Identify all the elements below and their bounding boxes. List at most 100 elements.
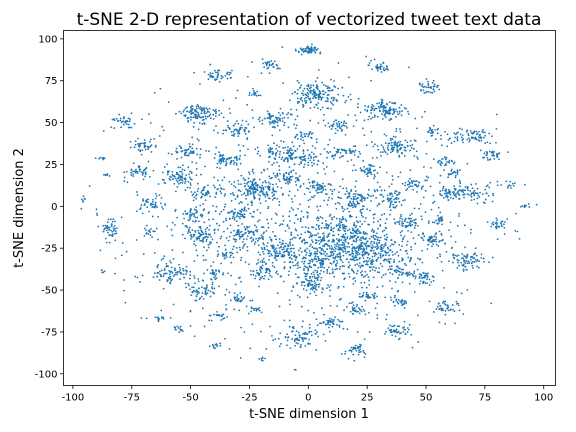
data-point: [246, 137, 249, 139]
data-point: [246, 183, 248, 185]
data-point: [344, 133, 347, 136]
data-point: [344, 193, 347, 195]
data-point: [355, 252, 358, 255]
data-point: [496, 225, 499, 228]
data-point: [308, 99, 311, 101]
data-point: [349, 200, 351, 203]
data-point: [360, 168, 363, 171]
data-point: [440, 220, 443, 223]
data-point: [185, 149, 187, 151]
data-point: [267, 252, 270, 255]
data-point: [333, 188, 336, 191]
data-point: [197, 292, 200, 294]
data-point: [300, 53, 303, 56]
data-point: [349, 98, 352, 101]
data-point: [387, 149, 390, 151]
data-point: [120, 126, 122, 129]
data-point: [410, 231, 413, 234]
data-point: [313, 194, 316, 197]
data-point: [408, 224, 411, 227]
data-point: [309, 101, 312, 104]
data-point: [226, 120, 229, 122]
data-point: [349, 231, 352, 234]
data-point: [364, 231, 367, 234]
data-point: [244, 227, 247, 230]
data-point: [309, 260, 312, 262]
data-point: [285, 249, 288, 251]
data-point: [383, 229, 386, 232]
data-point: [346, 306, 348, 308]
data-point: [431, 82, 434, 84]
data-point: [486, 156, 489, 159]
data-point: [457, 254, 460, 257]
data-point: [298, 237, 301, 240]
data-point: [306, 241, 309, 244]
data-point: [272, 339, 275, 342]
data-point: [343, 148, 346, 151]
data-point: [408, 183, 410, 186]
data-point: [210, 241, 212, 244]
data-point: [386, 146, 389, 149]
data-point: [391, 243, 393, 246]
data-point: [414, 218, 417, 221]
data-point: [321, 217, 324, 220]
data-point: [379, 236, 382, 239]
data-point: [163, 179, 165, 181]
data-point: [341, 244, 344, 246]
data-point: [393, 201, 396, 204]
data-point: [370, 262, 373, 265]
data-point: [275, 259, 278, 262]
data-point: [144, 175, 146, 178]
data-point: [341, 128, 344, 131]
data-point: [234, 283, 237, 286]
data-point: [313, 95, 316, 98]
data-point: [394, 221, 396, 224]
data-point: [432, 238, 435, 241]
data-point: [296, 267, 299, 270]
data-point: [372, 234, 375, 237]
data-point: [273, 266, 276, 269]
data-point: [267, 185, 270, 188]
data-point: [340, 239, 343, 241]
data-point: [397, 277, 399, 279]
data-point: [284, 146, 286, 149]
data-point: [302, 340, 305, 343]
data-point: [179, 166, 182, 169]
data-point: [161, 125, 164, 128]
data-point: [384, 254, 387, 257]
data-point: [319, 216, 322, 218]
data-point: [406, 240, 409, 243]
data-point: [281, 194, 284, 196]
data-point: [351, 150, 354, 153]
data-point: [467, 260, 470, 263]
data-point: [279, 332, 282, 335]
data-point: [234, 299, 237, 302]
data-point: [108, 175, 111, 177]
data-point: [261, 264, 264, 267]
data-point: [385, 318, 388, 321]
data-point: [122, 117, 125, 119]
data-point: [255, 226, 258, 228]
data-point: [420, 273, 422, 276]
data-point: [277, 255, 280, 258]
data-point: [389, 268, 392, 270]
data-point: [384, 332, 386, 335]
data-point: [399, 148, 401, 151]
data-point: [195, 167, 198, 170]
data-point: [231, 134, 233, 137]
data-point: [224, 293, 227, 296]
data-point: [362, 294, 365, 297]
data-point: [240, 280, 243, 283]
data-point: [343, 239, 346, 242]
data-point: [339, 252, 341, 254]
data-point: [311, 259, 314, 261]
data-point: [328, 224, 330, 227]
data-point: [330, 226, 333, 229]
data-point: [413, 219, 415, 222]
data-point: [293, 91, 296, 94]
data-point: [249, 299, 252, 302]
data-point: [387, 197, 389, 199]
data-point: [189, 150, 192, 152]
data-point: [248, 263, 250, 266]
data-point: [351, 227, 354, 230]
